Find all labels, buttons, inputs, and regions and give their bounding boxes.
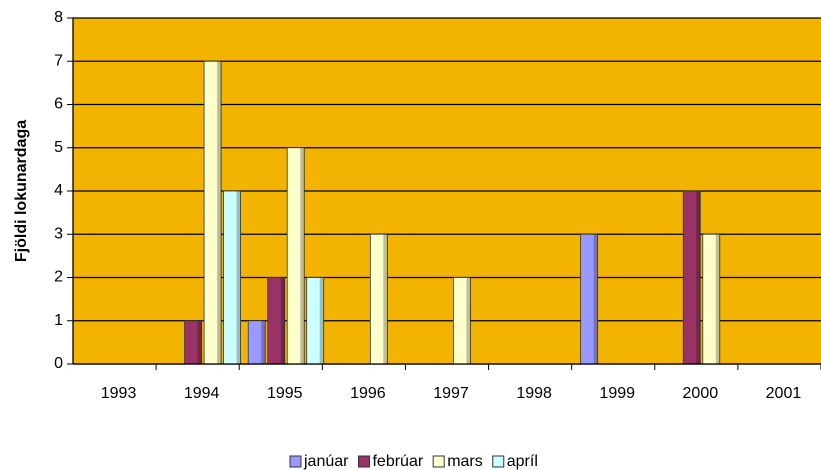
legend-label: janúar: [303, 453, 349, 470]
bar-side: [280, 277, 285, 364]
x-tick-label: 1994: [184, 385, 220, 402]
bar-side: [319, 277, 324, 364]
legend-swatch: [492, 455, 505, 468]
bar-side: [593, 234, 598, 364]
x-tick-label: 1996: [350, 385, 386, 402]
bar-side: [466, 277, 471, 364]
y-tick-label: 5: [54, 139, 63, 156]
y-tick-label: 0: [54, 355, 63, 372]
x-tick-label: 1995: [267, 385, 303, 402]
y-tick-label: 1: [54, 312, 63, 329]
y-tick-label: 6: [54, 96, 63, 113]
bar-side: [715, 234, 720, 364]
x-tick-label: 1999: [599, 385, 635, 402]
y-tick-label: 7: [54, 52, 63, 69]
y-tick-label: 3: [54, 225, 63, 242]
bar-side: [300, 147, 305, 364]
legend-label: mars: [447, 453, 483, 470]
x-tick-label: 2000: [683, 385, 719, 402]
x-tick-label: 2001: [766, 385, 802, 402]
bar-side: [696, 191, 701, 364]
legend-swatch: [357, 455, 370, 468]
bar-side: [217, 61, 222, 364]
legend-swatch: [432, 455, 445, 468]
y-tick-label: 2: [54, 269, 63, 286]
x-tick-label: 1993: [101, 385, 137, 402]
legend-swatch: [289, 455, 302, 468]
y-axis-label: Fjöldi lokunardaga: [13, 120, 30, 262]
bar-side: [197, 320, 202, 364]
x-tick-label: 1997: [433, 385, 469, 402]
bar-side: [383, 234, 388, 364]
bar-side: [236, 191, 241, 364]
legend-label: apríl: [507, 453, 538, 470]
legend-label: febrúar: [372, 453, 423, 470]
y-tick-label: 4: [54, 182, 63, 199]
y-tick-label: 8: [54, 9, 63, 26]
bar-side: [261, 320, 266, 364]
x-tick-label: 1998: [516, 385, 552, 402]
